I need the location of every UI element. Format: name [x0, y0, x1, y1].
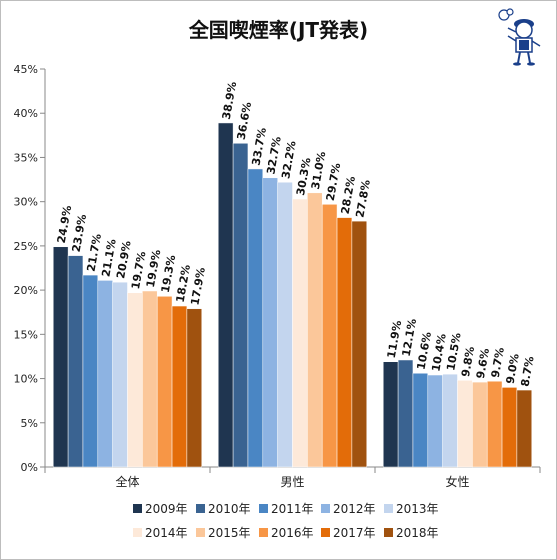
bar: [397, 359, 414, 468]
bar: [97, 280, 113, 468]
legend: 2009年 2010年 2011年 2012年 2013年 2014年 2015年 2016年…: [133, 502, 439, 540]
bar: [472, 381, 488, 468]
bar: [351, 220, 367, 468]
legend-item: 2017年: [321, 526, 376, 540]
legend-label: 2018年: [396, 526, 439, 540]
category-label: 女性: [445, 474, 469, 489]
legend-item: 2014年: [133, 526, 188, 540]
legend-swatch: [133, 528, 142, 537]
data-label: 8.7%: [518, 355, 536, 387]
data-label: 9.6%: [474, 347, 492, 379]
data-label: 9.7%: [489, 346, 507, 378]
smoking-person-icon: [498, 8, 541, 66]
legend-label: 2012年: [333, 502, 376, 516]
legend-item: 2015年: [196, 526, 251, 540]
bar: [53, 246, 69, 468]
legend-item: 2018年: [384, 526, 439, 540]
legend-label: 2013年: [396, 502, 439, 516]
legend-label: 2010年: [208, 502, 251, 516]
y-tick-label: 15%: [14, 328, 38, 341]
legend-label: 2016年: [271, 526, 314, 540]
legend-item: 2013年: [384, 502, 439, 516]
legend-label: 2017年: [333, 526, 376, 540]
y-tick-label: 30%: [14, 196, 38, 209]
y-tick-label: 45%: [14, 63, 38, 76]
y-tick-label: 10%: [14, 373, 38, 386]
bar: [171, 305, 188, 468]
data-label: 31.0%: [309, 150, 328, 190]
legend-label: 2015年: [208, 526, 251, 540]
y-tick-label: 35%: [14, 151, 38, 164]
legend-label: 2009年: [145, 502, 188, 516]
bar: [292, 198, 308, 468]
bar: [186, 308, 202, 468]
legend-item: 2016年: [259, 526, 314, 540]
legend-swatch: [384, 528, 393, 537]
legend-swatch: [133, 504, 142, 513]
bar: [383, 361, 399, 468]
data-label: 9.8%: [459, 346, 477, 378]
bar: [457, 380, 473, 468]
bar: [156, 296, 173, 468]
legend-item: 2011年: [259, 502, 314, 516]
data-label: 11.9%: [385, 319, 404, 359]
chart-title: 全国喫煙率(JT発表): [188, 18, 369, 42]
bar: [336, 217, 353, 468]
data-label: 29.7%: [324, 162, 343, 202]
legend-swatch: [196, 528, 205, 537]
y-tick-label: 0%: [21, 461, 38, 474]
data-label: 23.9%: [70, 213, 89, 253]
bar: [82, 274, 99, 468]
legend-swatch: [259, 504, 268, 513]
data-labels: 24.9%38.9%11.9%23.9%36.6%12.1%21.7%33.7%…: [55, 81, 537, 388]
legend-swatch: [259, 528, 268, 537]
y-tick-label: 20%: [14, 284, 38, 297]
bar: [262, 177, 278, 468]
bar: [142, 290, 158, 468]
legend-label: 2014年: [145, 526, 188, 540]
bar: [501, 387, 518, 468]
y-tick-label: 25%: [14, 240, 38, 253]
bar: [127, 292, 143, 468]
legend-swatch: [321, 528, 330, 537]
bar: [218, 122, 234, 468]
bar: [427, 374, 443, 468]
data-label: 38.9%: [220, 81, 239, 121]
bar: [277, 181, 293, 468]
category-label: 全体: [115, 474, 139, 489]
bar: [516, 389, 533, 468]
category-label: 男性: [280, 475, 304, 489]
bar: [442, 373, 458, 468]
legend-item: 2010年: [196, 502, 251, 516]
bar: [247, 168, 264, 468]
bar: [232, 143, 249, 468]
data-label: 36.6%: [235, 101, 254, 141]
legend-swatch: [384, 504, 393, 513]
legend-label: 2011年: [271, 502, 314, 516]
legend-item: 2009年: [133, 502, 188, 516]
legend-item: 2012年: [321, 502, 376, 516]
bar: [321, 204, 338, 468]
bar: [67, 255, 84, 468]
bar: [307, 192, 323, 468]
bar: [112, 281, 128, 468]
bar: [486, 380, 503, 468]
data-label: 9.0%: [504, 353, 522, 385]
y-tick-label: 40%: [14, 107, 38, 120]
legend-swatch: [196, 504, 205, 513]
bars: [53, 122, 533, 468]
legend-swatch: [321, 504, 330, 513]
bar: [412, 372, 429, 468]
y-tick-label: 5%: [21, 417, 38, 430]
axes: 0% 5% 10% 15% 20% 25% 30% 35% 40% 45% 全体 男性 女性: [14, 63, 541, 489]
